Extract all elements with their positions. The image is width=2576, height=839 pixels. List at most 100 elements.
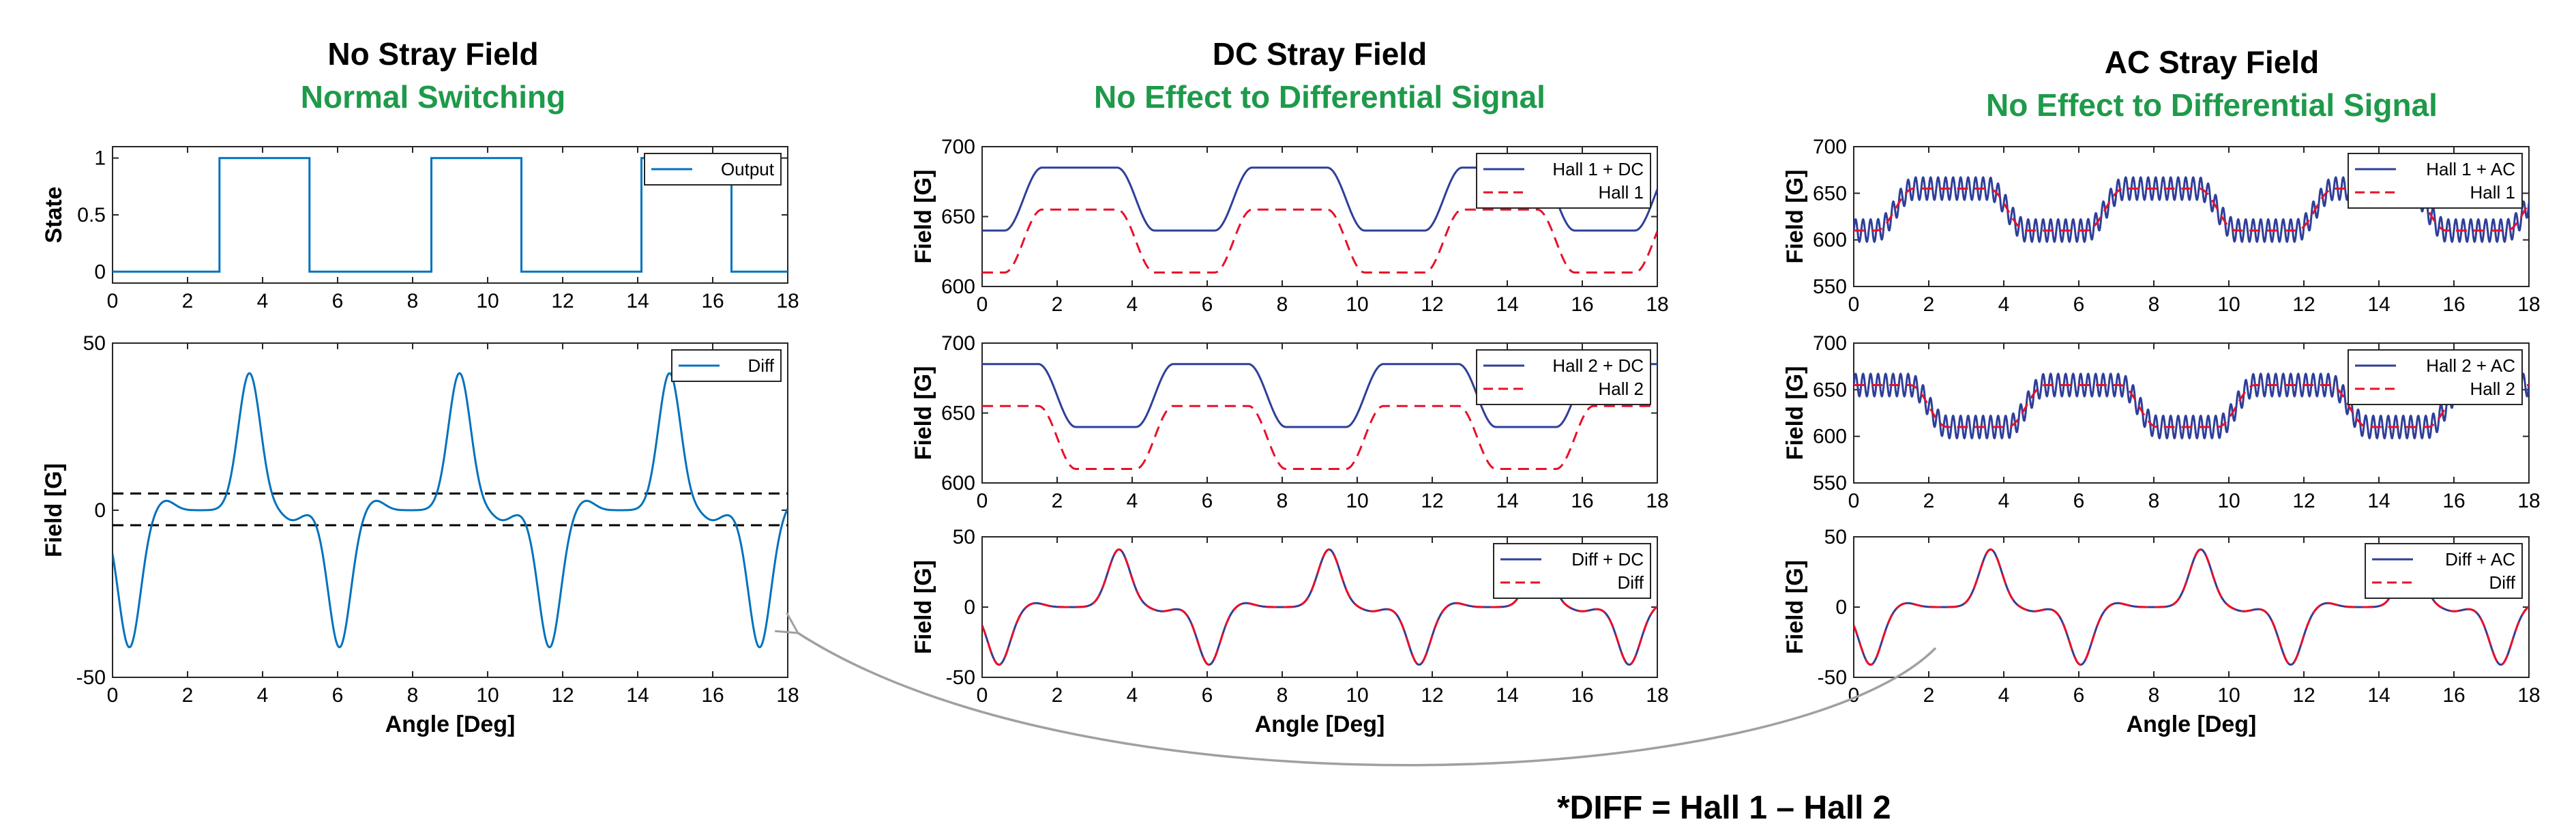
y-axis-label: Field [G] bbox=[911, 170, 936, 264]
x-tick-label: 4 bbox=[1998, 490, 2010, 512]
legend-entry: Hall 1 + DC bbox=[1552, 159, 1644, 179]
x-tick-label: 2 bbox=[182, 290, 194, 312]
y-tick-label: 600 bbox=[1813, 426, 1847, 448]
x-tick-label: 16 bbox=[1571, 293, 1593, 316]
x-tick-label: 10 bbox=[2217, 490, 2240, 512]
legend-entry: Hall 2 bbox=[1599, 379, 1644, 399]
series-line bbox=[1854, 384, 2529, 428]
legend-entry: Output bbox=[721, 159, 775, 179]
legend-entry: Hall 1 + AC bbox=[2426, 159, 2515, 179]
x-tick-label: 2 bbox=[1052, 490, 1063, 512]
y-axis-label: State bbox=[41, 186, 67, 243]
y-tick-label: 700 bbox=[1813, 136, 1847, 158]
x-tick-label: 4 bbox=[257, 684, 269, 707]
legend-box bbox=[2365, 543, 2523, 599]
legend-entry: Hall 2 + DC bbox=[1552, 355, 1644, 376]
x-tick-label: 16 bbox=[2442, 684, 2465, 707]
x-tick-label: 16 bbox=[701, 684, 724, 707]
legend: Diff bbox=[671, 349, 782, 382]
legend-entry: Diff + DC bbox=[1571, 549, 1644, 570]
x-tick-label: 18 bbox=[1646, 684, 1668, 707]
x-tick-label: 8 bbox=[1277, 684, 1288, 707]
x-tick-label: 0 bbox=[977, 293, 988, 316]
y-tick-label: 650 bbox=[941, 402, 975, 425]
x-tick-label: 0 bbox=[107, 684, 119, 707]
y-axis-label: Field [G] bbox=[911, 560, 936, 654]
x-tick-label: 0 bbox=[977, 684, 988, 707]
x-tick-label: 10 bbox=[2217, 684, 2240, 707]
y-axis-label: Field [G] bbox=[1782, 560, 1808, 654]
legend-box bbox=[1476, 349, 1651, 405]
x-tick-label: 18 bbox=[2517, 684, 2540, 707]
legend: Hall 1 + DC Hall 1 bbox=[1476, 153, 1651, 209]
x-tick-label: 6 bbox=[1202, 490, 1213, 512]
legend-box bbox=[1493, 543, 1651, 599]
x-tick-label: 4 bbox=[1127, 490, 1138, 512]
x-tick-label: 12 bbox=[1421, 684, 1443, 707]
y-tick-label: 700 bbox=[941, 332, 975, 355]
x-tick-label: 4 bbox=[1998, 684, 2010, 707]
y-tick-label: 0.5 bbox=[77, 204, 106, 226]
x-tick-label: 2 bbox=[1923, 490, 1935, 512]
legend-entry: Hall 1 bbox=[1599, 182, 1644, 203]
x-tick-label: 14 bbox=[626, 684, 649, 707]
x-tick-label: 0 bbox=[977, 490, 988, 512]
y-tick-label: 0 bbox=[964, 596, 975, 619]
x-tick-label: 10 bbox=[2217, 293, 2240, 316]
x-tick-label: 2 bbox=[1923, 293, 1935, 316]
x-tick-label: 6 bbox=[332, 684, 344, 707]
y-tick-label: 700 bbox=[941, 136, 975, 158]
legend-entry: Hall 2 bbox=[2470, 379, 2515, 399]
y-tick-label: 0 bbox=[94, 499, 106, 522]
x-tick-label: 2 bbox=[1052, 684, 1063, 707]
y-tick-label: 600 bbox=[941, 276, 975, 298]
x-tick-label: 14 bbox=[2367, 684, 2390, 707]
charts: 0 2 4 6 8 10 12 14 16 18 0 0.5 1 State Output 0 2 4 6 8 10 12… bbox=[41, 136, 2541, 737]
y-tick-label: 550 bbox=[1813, 276, 1847, 298]
x-tick-label: 0 bbox=[107, 290, 119, 312]
plot-frame bbox=[112, 342, 788, 678]
x-tick-label: 6 bbox=[1202, 684, 1213, 707]
x-tick-label: 14 bbox=[626, 290, 649, 312]
y-tick-label: 0 bbox=[94, 261, 106, 283]
col3-title: AC Stray Field bbox=[2105, 44, 2319, 80]
x-tick-label: 12 bbox=[551, 290, 574, 312]
legend-entry: Hall 2 + AC bbox=[2426, 355, 2515, 376]
legend-entry: Diff bbox=[2489, 572, 2515, 593]
x-tick-label: 14 bbox=[2367, 293, 2390, 316]
x-tick-label: 16 bbox=[2442, 490, 2465, 512]
x-tick-label: 18 bbox=[1646, 293, 1668, 316]
series-line bbox=[982, 404, 1657, 470]
series-line bbox=[982, 363, 1657, 428]
x-tick-label: 14 bbox=[2367, 490, 2390, 512]
col3-subtitle: No Effect to Differential Signal bbox=[1986, 87, 2438, 123]
legend: Output bbox=[644, 153, 782, 186]
legend-entry: Diff + AC bbox=[2445, 549, 2515, 570]
x-tick-label: 8 bbox=[2148, 684, 2160, 707]
x-tick-label: 6 bbox=[2073, 684, 2085, 707]
y-tick-label: 550 bbox=[1813, 472, 1847, 495]
y-tick-label: 650 bbox=[1813, 182, 1847, 205]
x-tick-label: 8 bbox=[1277, 490, 1288, 512]
x-tick-label: 12 bbox=[2292, 293, 2315, 316]
x-tick-label: 16 bbox=[1571, 684, 1593, 707]
series-line bbox=[1854, 188, 2529, 232]
y-tick-label: -50 bbox=[76, 666, 106, 689]
x-tick-label: 10 bbox=[1346, 293, 1368, 316]
x-tick-label: 0 bbox=[1848, 684, 1860, 707]
x-axis-label: Angle [Deg] bbox=[1255, 711, 1385, 737]
x-tick-label: 8 bbox=[407, 684, 419, 707]
legend-entry: Diff bbox=[747, 355, 774, 376]
y-axis-label: Field [G] bbox=[1782, 170, 1808, 264]
legend-box bbox=[1476, 153, 1651, 209]
x-tick-label: 16 bbox=[2442, 293, 2465, 316]
x-tick-label: 18 bbox=[1646, 490, 1668, 512]
y-tick-label: 650 bbox=[1813, 379, 1847, 401]
y-tick-label: 50 bbox=[953, 526, 975, 548]
x-tick-label: 6 bbox=[2073, 293, 2085, 316]
x-tick-label: 10 bbox=[1346, 684, 1368, 707]
